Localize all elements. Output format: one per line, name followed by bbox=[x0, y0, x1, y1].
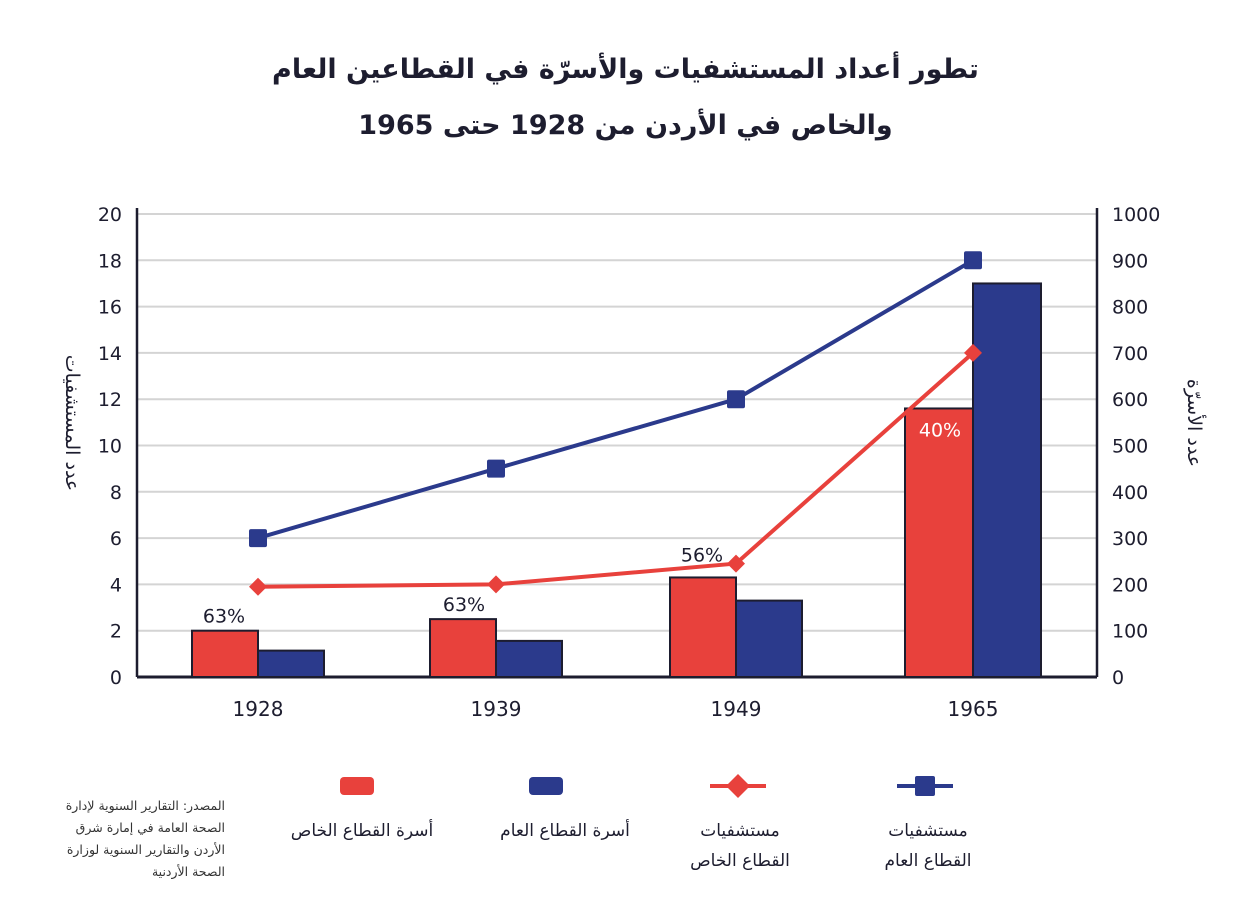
y-right-tick-label: 100 bbox=[1112, 621, 1148, 643]
legend-label-line: أسرة القطاع الخاص bbox=[290, 821, 434, 841]
source-line: الصحة الأردنية bbox=[151, 864, 225, 879]
source-line: الصحة العامة في إمارة شرق bbox=[75, 820, 225, 835]
legend-label-line: القطاع الخاص bbox=[690, 851, 790, 871]
series-lines bbox=[249, 251, 982, 596]
y-left-tick-label: 18 bbox=[98, 250, 122, 272]
legend-label-private-hospitals: مستشفيات القطاع الخاص bbox=[660, 816, 820, 876]
series-line bbox=[257, 258, 975, 541]
legend-markers bbox=[340, 774, 953, 798]
legend-swatch bbox=[340, 777, 374, 795]
x-tick-label: 1939 bbox=[471, 697, 522, 721]
y-left-axis-title: عدد المستشفيات bbox=[61, 355, 83, 492]
y-right-tick-label: 800 bbox=[1112, 297, 1148, 319]
y-right-tick-label: 1000 bbox=[1112, 204, 1160, 226]
bar bbox=[257, 649, 325, 679]
bar bbox=[495, 639, 563, 678]
legend-marker bbox=[915, 776, 935, 796]
data-label: 63% bbox=[443, 594, 485, 616]
legend-label-line: القطاع العام bbox=[884, 851, 972, 871]
data-point bbox=[487, 459, 505, 478]
source-note: المصدر: التقارير السنوية لإدارة الصحة ال… bbox=[25, 795, 225, 883]
series-line bbox=[257, 351, 975, 589]
legend-marker bbox=[726, 774, 750, 798]
y-left-tick-label: 4 bbox=[110, 574, 122, 596]
y-left-tick-label: 12 bbox=[98, 389, 122, 411]
y-right-tick-label: 600 bbox=[1112, 389, 1148, 411]
y-left-tick-label: 6 bbox=[110, 528, 122, 550]
y-left-tick-label: 14 bbox=[98, 343, 122, 365]
y-left-tick-label: 20 bbox=[98, 204, 122, 226]
bar bbox=[669, 576, 737, 679]
y-right-tick-label: 300 bbox=[1112, 528, 1148, 550]
y-left-tick-label: 2 bbox=[110, 621, 122, 643]
data-point bbox=[964, 343, 982, 362]
y-right-tick-label: 0 bbox=[1112, 667, 1124, 689]
y-left-tick-label: 16 bbox=[98, 297, 122, 319]
legend-label-public-hospitals: مستشفيات القطاع العام bbox=[848, 816, 1008, 876]
bar bbox=[972, 282, 1042, 678]
y-right-tick-label: 900 bbox=[1112, 250, 1148, 272]
grid-lines bbox=[137, 213, 1097, 632]
data-point bbox=[727, 390, 745, 409]
x-tick-label: 1949 bbox=[711, 697, 762, 721]
data-point bbox=[487, 575, 505, 594]
legend-label-public-beds: أسرة القطاع العام bbox=[480, 816, 650, 846]
source-line: الأردن والتقارير السنوية لوزارة bbox=[66, 842, 225, 857]
y-right-tick-label: 500 bbox=[1112, 436, 1148, 458]
labels: 0246810121416182001002003004005006007008… bbox=[61, 204, 1206, 721]
chart-title-line-2: والخاص في الأردن من 1928 حتى 1965 bbox=[358, 110, 893, 141]
y-left-tick-label: 8 bbox=[110, 482, 122, 504]
legend-label-line: مستشفيات bbox=[888, 821, 968, 841]
bar bbox=[904, 407, 974, 678]
data-label: 63% bbox=[203, 606, 245, 628]
data-point bbox=[964, 251, 982, 270]
bar bbox=[735, 599, 803, 678]
bars bbox=[191, 282, 1042, 679]
y-left-tick-label: 0 bbox=[110, 667, 122, 689]
chart-title-line-1: تطور أعداد المستشفيات والأسرّة في القطاع… bbox=[272, 54, 979, 85]
bar bbox=[191, 629, 259, 679]
data-point bbox=[249, 577, 267, 596]
data-point bbox=[727, 554, 745, 573]
data-label: 40% bbox=[919, 419, 961, 441]
x-tick-label: 1928 bbox=[233, 697, 284, 721]
data-point bbox=[249, 529, 267, 548]
y-right-axis-title: عدد الأسرّة bbox=[1183, 379, 1206, 467]
data-label: 56% bbox=[681, 544, 723, 566]
y-right-tick-label: 400 bbox=[1112, 482, 1148, 504]
y-right-tick-label: 200 bbox=[1112, 574, 1148, 596]
legend-label-line: أسرة القطاع العام bbox=[500, 821, 630, 841]
x-tick-label: 1965 bbox=[948, 697, 999, 721]
legend-label-private-beds: أسرة القطاع الخاص bbox=[272, 816, 452, 846]
y-right-tick-label: 700 bbox=[1112, 343, 1148, 365]
legend-label-line: مستشفيات bbox=[700, 821, 780, 841]
legend-swatch bbox=[529, 777, 563, 795]
bar bbox=[429, 618, 497, 678]
y-left-tick-label: 10 bbox=[98, 436, 122, 458]
source-line: المصدر: التقارير السنوية لإدارة bbox=[65, 798, 225, 813]
